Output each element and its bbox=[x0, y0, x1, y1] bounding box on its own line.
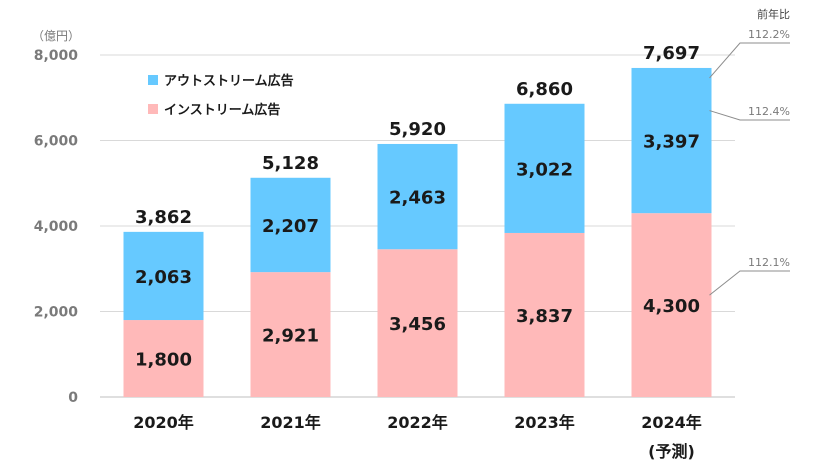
legend-swatch bbox=[148, 75, 158, 85]
instream-value-label: 1,800 bbox=[135, 350, 192, 371]
outstream-bar-segment bbox=[504, 103, 585, 233]
year-over-year-annotations: 前年比 112.2% 112.4% 112.1% bbox=[709, 7, 790, 296]
legend-swatch bbox=[148, 104, 158, 114]
instream-bar-segment bbox=[631, 213, 712, 397]
yoy-header: 前年比 bbox=[757, 7, 790, 21]
y-tick-label: 6,000 bbox=[34, 134, 79, 150]
outstream-value-label: 3,397 bbox=[643, 132, 700, 153]
total-value-label: 3,862 bbox=[135, 207, 192, 228]
outstream-value-label: 2,207 bbox=[262, 216, 319, 237]
x-category-sublabel: (予測) bbox=[648, 442, 695, 461]
y-tick-label: 0 bbox=[68, 390, 78, 406]
total-value-label: 5,128 bbox=[262, 153, 319, 174]
outstream-value-label: 3,022 bbox=[516, 159, 573, 180]
bars bbox=[123, 67, 712, 397]
outstream-bar-segment bbox=[250, 177, 331, 273]
instream-bar-segment bbox=[504, 232, 585, 397]
x-category-label: 2020年 bbox=[133, 413, 194, 432]
yoy-total-label: 112.2% bbox=[748, 28, 790, 41]
outstream-value-label: 2,063 bbox=[135, 267, 192, 288]
labels: 0 2,000 4,000 6,000 8,000 1,800 2,063 3,862 2020… bbox=[34, 43, 702, 461]
yoy-instream-leader bbox=[709, 270, 790, 296]
outstream-bar-segment bbox=[631, 67, 712, 214]
x-category-label: 2023年 bbox=[514, 413, 575, 432]
y-tick-label: 8,000 bbox=[34, 48, 79, 64]
instream-value-label: 3,456 bbox=[389, 314, 446, 335]
yoy-instream-label: 112.1% bbox=[748, 256, 790, 269]
total-value-label: 5,920 bbox=[389, 119, 446, 140]
x-category-label: 2022年 bbox=[387, 413, 448, 432]
total-value-label: 6,860 bbox=[516, 79, 573, 100]
y-axis-unit-label: （億円） bbox=[32, 29, 80, 43]
instream-bar-segment bbox=[250, 272, 331, 397]
x-category-label: 2021年 bbox=[260, 413, 321, 432]
yoy-outstream-label: 112.4% bbox=[748, 105, 790, 118]
outstream-bar-segment bbox=[123, 231, 204, 321]
instream-value-label: 3,837 bbox=[516, 306, 573, 327]
y-tick-label: 2,000 bbox=[34, 305, 79, 321]
y-tick-label: 4,000 bbox=[34, 219, 79, 235]
legend-label: インストリーム広告 bbox=[164, 102, 280, 118]
x-category-label: 2024年 bbox=[641, 413, 702, 432]
yoy-total-leader bbox=[709, 42, 790, 79]
total-value-label: 7,697 bbox=[643, 43, 700, 64]
instream-value-label: 4,300 bbox=[643, 296, 700, 317]
legend-label: アウトストリーム広告 bbox=[164, 73, 294, 89]
outstream-bar-segment bbox=[377, 143, 458, 250]
instream-bar-segment bbox=[123, 320, 204, 397]
instream-value-label: 2,921 bbox=[262, 326, 319, 347]
yoy-outstream-leader bbox=[709, 110, 790, 121]
instream-bar-segment bbox=[377, 249, 458, 397]
outstream-value-label: 2,463 bbox=[389, 188, 446, 209]
